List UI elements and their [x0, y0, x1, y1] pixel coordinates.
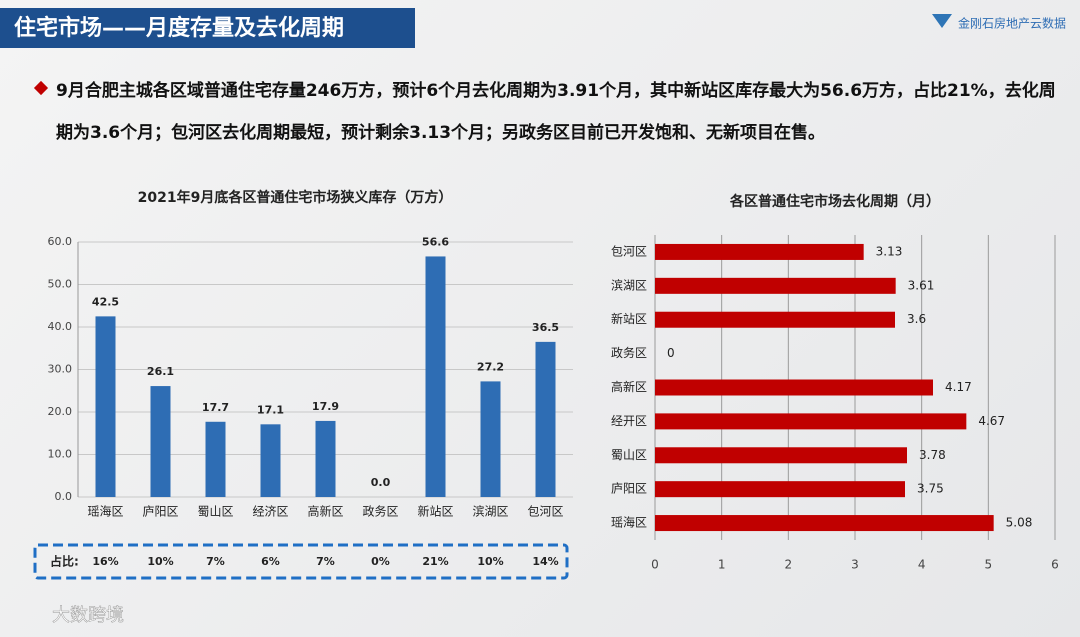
value-label: 4.67 [978, 414, 1005, 428]
bar [205, 421, 226, 497]
x-tick-label: 滨湖区 [472, 504, 508, 519]
x-tick-label: 3 [851, 558, 859, 572]
value-label: 56.6 [422, 235, 449, 248]
bar [655, 379, 933, 396]
bar [655, 481, 905, 498]
x-tick-label: 2 [785, 558, 793, 572]
share-value: 0% [371, 555, 390, 568]
share-value: 10% [147, 555, 173, 568]
y-tick-label: 高新区 [611, 379, 647, 394]
y-tick-label: 庐阳区 [611, 481, 647, 496]
value-label: 3.75 [917, 482, 944, 496]
value-label: 26.1 [147, 365, 174, 378]
x-tick-label: 6 [1051, 558, 1059, 572]
x-tick-label: 高新区 [307, 504, 343, 519]
share-value: 7% [316, 555, 335, 568]
share-value: 21% [422, 555, 448, 568]
share-value: 7% [206, 555, 225, 568]
header-title: 住宅市场——月度存量及去化周期 [14, 15, 344, 41]
logo-text: 金刚石房地产云数据 [958, 16, 1066, 31]
x-tick-label: 政务区 [362, 504, 398, 519]
value-label: 5.08 [1006, 516, 1033, 530]
bar [655, 277, 896, 294]
bar [655, 447, 907, 464]
bar [655, 515, 994, 532]
value-label: 3.78 [919, 448, 946, 462]
bar [260, 424, 281, 497]
share-value: 6% [261, 555, 280, 568]
chart-title: 2021年9月底各区普通住宅市场狭义库存（万方） [138, 189, 453, 206]
footer-watermark: 大数跨境 [52, 605, 124, 626]
share-value: 10% [477, 555, 503, 568]
bar [95, 316, 116, 497]
value-label: 17.7 [202, 401, 229, 414]
value-label: 42.5 [92, 295, 119, 308]
bar [150, 386, 171, 497]
x-tick-label: 1 [718, 558, 726, 572]
x-tick-label: 经济区 [252, 504, 288, 519]
x-tick-label: 蜀山区 [197, 505, 233, 519]
value-label: 17.1 [257, 403, 284, 416]
x-tick-label: 新站区 [417, 504, 453, 519]
y-tick-label: 滨湖区 [611, 277, 647, 292]
share-value: 14% [532, 555, 558, 568]
value-label: 3.6 [907, 312, 926, 326]
y-tick-label: 蜀山区 [611, 448, 647, 462]
y-tick-label: 经开区 [611, 414, 647, 428]
value-label: 17.9 [312, 400, 339, 413]
value-label: 0.0 [371, 476, 391, 489]
value-label: 3.13 [876, 244, 903, 258]
y-tick-label: 20.0 [48, 405, 73, 418]
value-label: 3.61 [908, 278, 935, 292]
y-tick-label: 30.0 [48, 363, 73, 376]
y-tick-label: 10.0 [48, 448, 73, 461]
header-bar [0, 8, 415, 48]
y-tick-label: 新站区 [611, 311, 647, 326]
bullet-text: 9月合肥主城各区域普通住宅存量246万方，预计6个月去化周期为3.91个月，其中… [56, 81, 1056, 143]
x-tick-label: 0 [651, 558, 659, 572]
bar [315, 420, 336, 497]
x-tick-label: 庐阳区 [142, 504, 178, 519]
logo-icon [932, 14, 952, 28]
y-tick-label: 包河区 [611, 244, 647, 258]
x-tick-label: 包河区 [527, 505, 563, 519]
bar [655, 413, 967, 430]
chart-title: 各区普通住宅市场去化周期（月） [729, 193, 940, 210]
value-label: 4.17 [945, 380, 972, 394]
y-tick-label: 60.0 [48, 235, 73, 248]
value-label: 36.5 [532, 321, 559, 334]
bar [425, 256, 446, 497]
bar [655, 311, 895, 328]
share-box [33, 543, 569, 580]
value-label: 27.2 [477, 360, 504, 373]
y-tick-label: 政务区 [611, 345, 647, 360]
y-tick-label: 40.0 [48, 320, 73, 333]
value-label: 0 [667, 346, 675, 360]
x-tick-label: 瑶海区 [87, 504, 123, 519]
bar [655, 243, 864, 260]
y-tick-label: 0.0 [55, 490, 73, 503]
x-tick-label: 4 [918, 558, 926, 572]
bar [535, 341, 556, 497]
bar [480, 381, 501, 497]
share-label: 占比: [50, 554, 79, 569]
y-tick-label: 50.0 [48, 278, 73, 291]
y-tick-label: 瑶海区 [611, 515, 647, 530]
x-tick-label: 5 [985, 558, 993, 572]
share-value: 16% [92, 555, 118, 568]
